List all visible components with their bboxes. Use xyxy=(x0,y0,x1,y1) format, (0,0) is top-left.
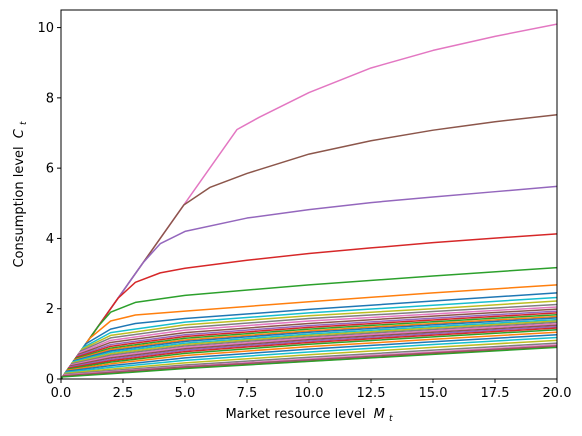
y-tick-label: 0 xyxy=(46,373,54,388)
series-line-24 xyxy=(61,327,557,379)
y-axis-label-subscript: t xyxy=(19,121,29,125)
series-line-22 xyxy=(61,324,557,379)
y-axis-label-text: Consumption level xyxy=(12,146,27,267)
x-tick-label: 0.0 xyxy=(51,386,72,401)
series-line-11 xyxy=(61,306,557,379)
series-line-18 xyxy=(61,318,557,379)
series-line-19 xyxy=(61,320,557,379)
series-line-7 xyxy=(61,292,557,379)
y-axis-ticks: 0 2 4 6 8 10 xyxy=(37,21,61,388)
x-axis-label-subscript: t xyxy=(389,414,393,424)
x-axis-label: Market resource level M t xyxy=(225,407,393,424)
series-line-8 xyxy=(61,296,557,379)
series-line-23 xyxy=(61,325,557,379)
series-line-26 xyxy=(61,331,557,379)
x-tick-label: 2.5 xyxy=(113,386,134,401)
series-line-27 xyxy=(61,333,557,379)
y-tick-label: 10 xyxy=(37,21,54,36)
series-line-28 xyxy=(61,336,557,379)
series-line-1 xyxy=(61,23,557,379)
series-line-15 xyxy=(61,313,557,379)
series-line-4 xyxy=(61,233,557,379)
series-line-29 xyxy=(61,339,557,379)
series-line-17 xyxy=(61,317,557,379)
series-line-14 xyxy=(61,312,557,379)
y-axis-label: Consumption level C t xyxy=(12,121,29,268)
y-tick-label: 2 xyxy=(46,302,54,317)
x-tick-label: 10.0 xyxy=(295,386,324,401)
series-line-13 xyxy=(61,310,557,379)
y-tick-label: 8 xyxy=(46,91,54,106)
x-axis-label-text: Market resource level xyxy=(225,407,365,422)
x-tick-label: 17.5 xyxy=(481,386,510,401)
series-line-3 xyxy=(61,185,557,379)
x-axis-ticks: 0.0 2.5 5.0 7.5 10.0 12.5 15.0 17.5 20.0 xyxy=(51,379,572,401)
series-line-16 xyxy=(61,315,557,379)
series-line-12 xyxy=(61,308,557,379)
x-axis-label-symbol: M xyxy=(374,407,385,422)
series-line-10 xyxy=(61,303,557,379)
series-line-6 xyxy=(61,284,557,379)
series-line-5 xyxy=(61,266,557,379)
x-tick-label: 5.0 xyxy=(175,386,196,401)
x-tick-label: 20.0 xyxy=(543,386,572,401)
x-tick-label: 15.0 xyxy=(419,386,448,401)
series-lines xyxy=(61,23,557,379)
series-line-2 xyxy=(61,113,557,379)
series-line-35 xyxy=(61,346,557,379)
series-line-25 xyxy=(61,329,557,379)
y-axis-label-symbol: C xyxy=(12,128,27,138)
x-tick-label: 7.5 xyxy=(237,386,258,401)
y-tick-label: 6 xyxy=(46,162,54,177)
x-tick-label: 12.5 xyxy=(357,386,386,401)
series-line-20 xyxy=(61,321,557,379)
y-tick-label: 4 xyxy=(46,232,54,247)
series-line-9 xyxy=(61,300,557,379)
series-line-21 xyxy=(61,323,557,379)
